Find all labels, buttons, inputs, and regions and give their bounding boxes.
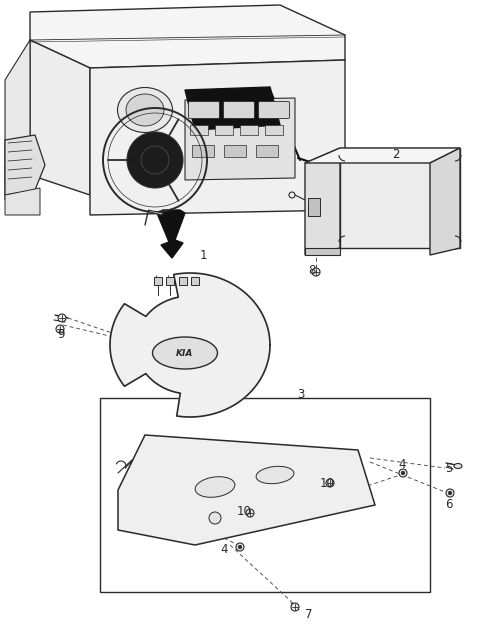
Bar — [240, 125, 258, 135]
Text: 6: 6 — [445, 498, 453, 511]
Circle shape — [401, 471, 405, 475]
Text: 3: 3 — [297, 388, 304, 401]
Bar — [215, 125, 233, 135]
Circle shape — [448, 491, 452, 495]
Text: KIA: KIA — [176, 349, 194, 357]
Text: 8: 8 — [308, 264, 315, 277]
Bar — [256, 145, 278, 157]
Text: 9: 9 — [57, 328, 64, 341]
Bar — [265, 125, 283, 135]
Polygon shape — [5, 135, 45, 195]
Circle shape — [209, 512, 221, 524]
Polygon shape — [157, 210, 185, 258]
Text: 7: 7 — [305, 608, 312, 621]
Bar — [166, 277, 174, 285]
FancyBboxPatch shape — [189, 102, 219, 119]
Ellipse shape — [153, 337, 217, 369]
Text: 4: 4 — [220, 543, 228, 556]
Circle shape — [291, 603, 299, 611]
Ellipse shape — [195, 477, 235, 497]
Polygon shape — [340, 148, 460, 248]
Bar — [191, 277, 199, 285]
Circle shape — [56, 325, 64, 333]
Text: 10: 10 — [320, 477, 335, 490]
Bar — [308, 198, 320, 216]
Circle shape — [238, 545, 242, 549]
Circle shape — [127, 132, 183, 188]
Text: 5: 5 — [445, 462, 452, 475]
FancyBboxPatch shape — [224, 102, 254, 119]
Circle shape — [446, 489, 454, 497]
Polygon shape — [110, 273, 270, 417]
Ellipse shape — [454, 463, 462, 468]
Bar — [154, 277, 162, 285]
Bar — [179, 277, 187, 285]
Bar — [190, 125, 208, 135]
Polygon shape — [30, 5, 345, 68]
Ellipse shape — [118, 87, 172, 133]
Polygon shape — [430, 148, 460, 255]
Circle shape — [326, 479, 334, 487]
Polygon shape — [185, 98, 295, 180]
Polygon shape — [305, 248, 340, 255]
Polygon shape — [305, 148, 340, 255]
Polygon shape — [90, 60, 345, 215]
Text: 2: 2 — [392, 148, 399, 161]
Text: 4: 4 — [398, 458, 406, 471]
Circle shape — [399, 469, 407, 477]
Polygon shape — [305, 148, 460, 163]
Polygon shape — [148, 210, 163, 215]
Circle shape — [58, 314, 66, 322]
Ellipse shape — [256, 467, 294, 484]
Polygon shape — [5, 188, 40, 215]
Circle shape — [246, 509, 254, 517]
Polygon shape — [118, 435, 375, 545]
Circle shape — [236, 543, 244, 551]
Ellipse shape — [126, 94, 164, 126]
Polygon shape — [30, 40, 90, 195]
FancyBboxPatch shape — [259, 102, 289, 119]
Bar — [192, 145, 214, 157]
Bar — [100, 398, 430, 592]
Text: 1: 1 — [200, 249, 207, 262]
Polygon shape — [5, 40, 30, 200]
Bar — [224, 145, 246, 157]
Polygon shape — [185, 87, 280, 130]
Text: 10: 10 — [237, 505, 252, 518]
Circle shape — [312, 268, 320, 276]
